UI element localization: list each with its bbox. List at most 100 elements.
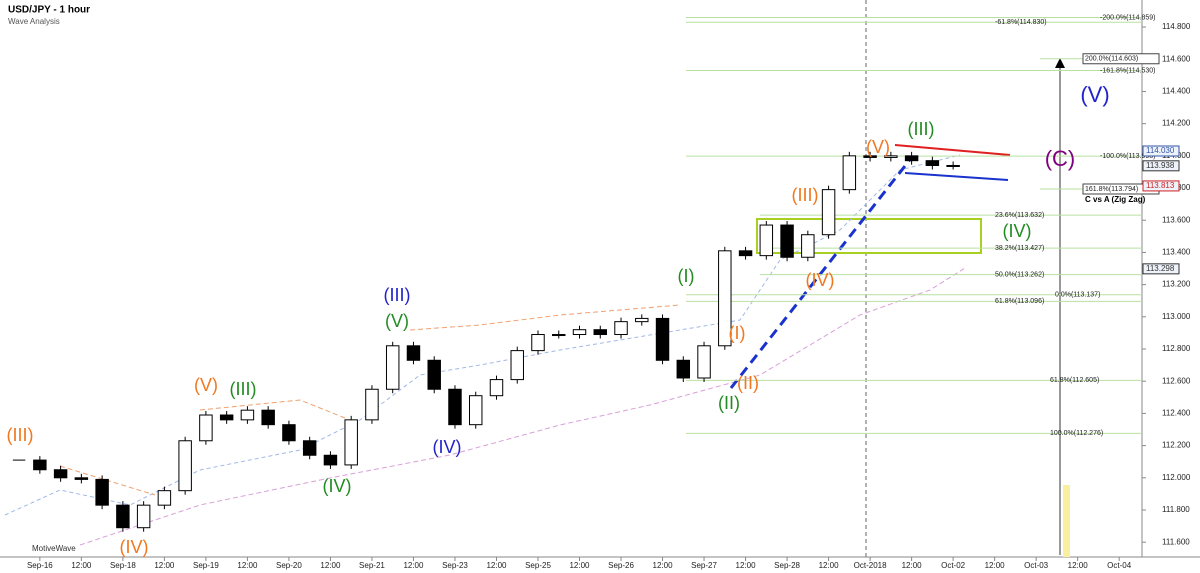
candle xyxy=(489,379,504,397)
fib-box xyxy=(1082,53,1160,65)
y-tick-label: 111.800 xyxy=(1162,505,1190,514)
candle xyxy=(406,345,421,361)
fib-label: -161.8%(114.530) xyxy=(1100,67,1156,74)
x-tick-label: Sep-18 xyxy=(110,561,136,570)
wave-label: (III) xyxy=(384,285,411,305)
candle xyxy=(655,317,670,361)
candle xyxy=(572,329,587,336)
x-tick-label: Oct-03 xyxy=(1024,561,1049,570)
candle xyxy=(780,224,794,258)
y-tick-label: 114.800 xyxy=(1162,22,1191,31)
price-marker xyxy=(1142,180,1180,192)
candle xyxy=(697,345,711,379)
arrow-head xyxy=(1055,58,1065,68)
x-tick-label: Oct-04 xyxy=(1107,561,1132,570)
candle xyxy=(469,395,483,426)
candle xyxy=(74,477,89,480)
fib-label: 200.0%(114.603) xyxy=(1085,56,1138,63)
candle xyxy=(593,329,607,336)
y-tick-label: 112.000 xyxy=(1162,473,1191,482)
fib-label: 23.6%(113.632) xyxy=(995,212,1044,219)
candle xyxy=(738,250,753,257)
candle xyxy=(240,409,255,421)
support-line xyxy=(904,172,1009,181)
y-tick-label: 113.000 xyxy=(1162,312,1191,321)
x-tick-label: 12:00 xyxy=(1068,561,1089,570)
candle xyxy=(946,164,960,167)
price-marker xyxy=(1142,263,1180,275)
candle xyxy=(552,334,566,337)
y-tick-label: 111.600 xyxy=(1162,537,1190,546)
x-tick-label: 12:00 xyxy=(902,561,923,570)
wave-label: (V) xyxy=(866,137,890,157)
candle xyxy=(884,155,898,158)
candle xyxy=(33,459,47,471)
target-zone xyxy=(756,218,982,254)
candle xyxy=(718,250,732,347)
volume-highlight xyxy=(1063,485,1070,557)
candle xyxy=(323,454,338,466)
x-tick-label: 12:00 xyxy=(653,561,674,570)
x-tick-label: Oct-02 xyxy=(941,561,966,570)
candle xyxy=(759,224,774,257)
watermark: MotiveWave xyxy=(32,544,76,553)
candle xyxy=(302,440,317,456)
fib-label: 0.0%(113.137) xyxy=(1055,292,1100,299)
candle xyxy=(282,424,296,442)
y-tick-label: 113.600 xyxy=(1162,215,1191,224)
wave-label: (III) xyxy=(908,119,935,139)
wave-label: (I) xyxy=(729,323,746,343)
wave-label: (II) xyxy=(737,373,759,393)
y-tick-label: 112.400 xyxy=(1162,409,1191,418)
x-tick-label: Sep-28 xyxy=(774,561,800,570)
candle xyxy=(427,359,441,390)
candle xyxy=(801,234,815,258)
fib-label: 50.0%(113.262) xyxy=(995,271,1044,278)
candle xyxy=(676,359,691,379)
candle xyxy=(344,419,358,466)
x-tick-label: Sep-26 xyxy=(608,561,634,570)
wave-label: (IV) xyxy=(1003,221,1032,241)
wave-label: (II) xyxy=(718,393,740,413)
slow-average xyxy=(79,267,966,546)
y-tick-label: 113.400 xyxy=(1162,248,1191,257)
wave-label: (C) xyxy=(1045,146,1076,171)
candle xyxy=(95,478,109,506)
candle xyxy=(157,490,172,506)
candle xyxy=(136,504,151,529)
price-marker-label: 113.298 xyxy=(1146,264,1175,273)
x-tick-label: 12:00 xyxy=(154,561,175,570)
x-tick-label: 12:00 xyxy=(237,561,258,570)
candle xyxy=(863,155,877,158)
x-tick-label: Sep-25 xyxy=(525,561,551,570)
candle xyxy=(365,388,379,421)
candle xyxy=(116,504,130,529)
x-tick-label: 12:00 xyxy=(486,561,507,570)
x-tick-label: Sep-27 xyxy=(691,561,717,570)
price-marker xyxy=(1142,145,1180,157)
candle xyxy=(531,334,545,352)
y-tick-label: 112.600 xyxy=(1162,376,1191,385)
wave-label: (V) xyxy=(194,375,218,395)
wave-label: (III) xyxy=(792,185,819,205)
x-tick-label: 12:00 xyxy=(403,561,424,570)
candle xyxy=(219,414,234,421)
wave-label: (IV) xyxy=(806,270,835,290)
fib-label: -61.8%(114.830) xyxy=(995,19,1047,26)
wave-label: (V) xyxy=(1080,82,1109,107)
x-tick-label: 12:00 xyxy=(985,561,1006,570)
wave-label: (IV) xyxy=(120,537,149,557)
candle xyxy=(635,317,649,323)
fib-label: 161.8%(113.794) xyxy=(1085,186,1138,193)
wave-label: (III) xyxy=(7,425,34,445)
wave-label: (IV) xyxy=(433,437,462,457)
fib-note: C vs A (Zig Zag) xyxy=(1085,195,1146,204)
candle xyxy=(904,155,919,162)
candle xyxy=(53,469,68,479)
x-tick-label: Sep-21 xyxy=(359,561,385,570)
candle xyxy=(178,440,192,492)
candle xyxy=(842,155,857,191)
x-tick-label: Sep-23 xyxy=(442,561,468,570)
wave-label: (V) xyxy=(385,311,409,331)
